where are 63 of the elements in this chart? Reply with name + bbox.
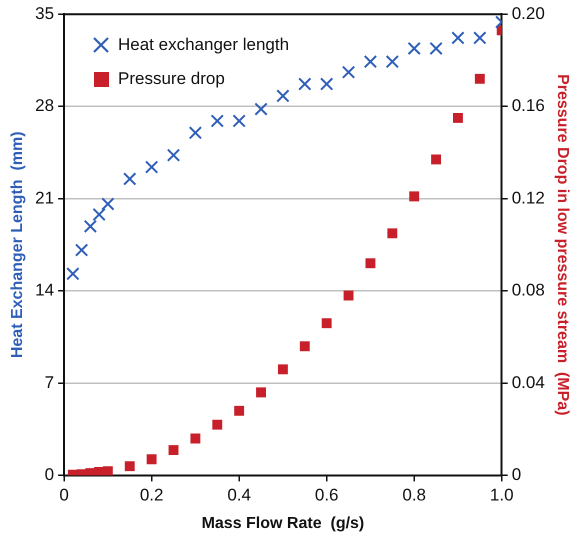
point (92, 208, 106, 222)
point (473, 31, 486, 45)
y2-tick-label: 0.04 (512, 372, 545, 392)
y-tick-label: 7 (44, 372, 54, 392)
legend-label: Heat exchanger length (118, 35, 290, 55)
point (190, 434, 200, 444)
point (278, 364, 288, 374)
point (431, 154, 442, 164)
point (144, 160, 158, 174)
point (232, 114, 246, 128)
point (386, 54, 399, 68)
y2-tick-label: 0 (512, 465, 522, 484)
point (451, 31, 465, 45)
y-tick-label: 21 (35, 188, 54, 208)
y-tick-label: 14 (35, 280, 54, 300)
point (212, 420, 222, 430)
point (453, 113, 463, 123)
legend-label: Pressure drop (118, 69, 225, 89)
point (124, 461, 135, 472)
x-tick-label: 0.4 (227, 485, 251, 504)
x-tick-label: 0.2 (140, 485, 164, 504)
point (408, 42, 421, 56)
point (146, 454, 157, 464)
y2-axis-title: Pressure Drop in low pressure stream (MPa) (554, 74, 571, 416)
point (429, 42, 443, 56)
point (102, 466, 113, 476)
y2-tick-label: 0.20 (512, 4, 545, 23)
point (168, 445, 178, 455)
point (276, 89, 290, 103)
y2-tick-label: 0.08 (512, 280, 545, 300)
x-tick-label: 0.8 (402, 485, 426, 504)
x-tick-label: 1.0 (490, 485, 514, 504)
y-tick-label: 35 (35, 4, 54, 23)
y2-tick-label: 0.12 (512, 188, 545, 208)
point (409, 191, 420, 202)
point (298, 77, 312, 91)
point (474, 74, 485, 84)
point (210, 114, 224, 128)
point (84, 220, 98, 234)
y-tick-label: 0 (44, 465, 54, 484)
point (66, 267, 80, 280)
point (234, 406, 244, 416)
point (342, 66, 356, 79)
point (256, 387, 266, 398)
point (322, 318, 332, 328)
point (74, 243, 88, 257)
point (365, 258, 376, 268)
y-tick-label: 28 (35, 96, 54, 116)
x-tick-label: 0 (59, 485, 69, 504)
x-tick-label: 0.6 (314, 485, 338, 504)
y2-tick-label: 0.16 (512, 96, 545, 116)
point (254, 102, 268, 116)
x-axis-title: Mass Flow Rate (g/s) (202, 514, 364, 532)
point (166, 148, 180, 162)
point (320, 77, 334, 91)
y-axis-title: Heat Exchanger Length (mm) (9, 131, 26, 358)
point (387, 228, 398, 238)
point (101, 197, 115, 211)
point (188, 126, 202, 140)
point (123, 172, 136, 186)
point (300, 341, 310, 352)
point (344, 290, 354, 300)
point (364, 54, 378, 68)
